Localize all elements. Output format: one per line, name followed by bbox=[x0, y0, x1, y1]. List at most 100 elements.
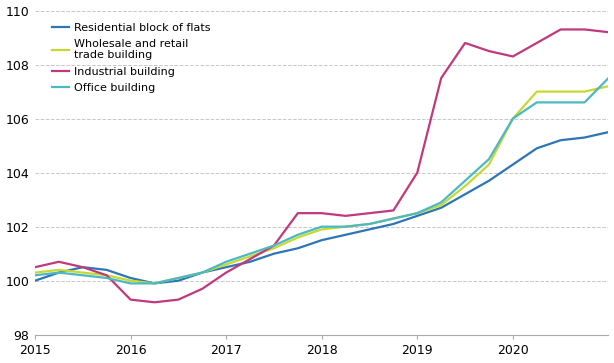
Wholesale and retail
trade building bbox=[581, 89, 588, 94]
Office building bbox=[557, 100, 564, 105]
Office building bbox=[461, 179, 468, 183]
Residential block of flats bbox=[270, 252, 278, 256]
Office building bbox=[127, 281, 134, 286]
Office building bbox=[581, 100, 588, 105]
Office building bbox=[485, 157, 492, 161]
Office building bbox=[198, 270, 206, 275]
Industrial building bbox=[270, 244, 278, 248]
Industrial building bbox=[174, 297, 182, 302]
Industrial building bbox=[605, 30, 612, 34]
Office building bbox=[533, 100, 540, 105]
Industrial building bbox=[533, 41, 540, 45]
Wholesale and retail
trade building bbox=[414, 211, 421, 215]
Wholesale and retail
trade building bbox=[605, 84, 612, 88]
Residential block of flats bbox=[533, 146, 540, 151]
Residential block of flats bbox=[79, 265, 87, 269]
Office building bbox=[31, 273, 39, 277]
Industrial building bbox=[31, 265, 39, 269]
Office building bbox=[222, 260, 230, 264]
Office building bbox=[318, 224, 325, 229]
Wholesale and retail
trade building bbox=[222, 262, 230, 267]
Wholesale and retail
trade building bbox=[366, 222, 373, 226]
Wholesale and retail
trade building bbox=[198, 270, 206, 275]
Residential block of flats bbox=[390, 222, 397, 226]
Office building bbox=[246, 252, 254, 256]
Residential block of flats bbox=[557, 138, 564, 142]
Wholesale and retail
trade building bbox=[79, 270, 87, 275]
Industrial building bbox=[461, 41, 468, 45]
Residential block of flats bbox=[509, 162, 516, 167]
Residential block of flats bbox=[414, 214, 421, 218]
Office building bbox=[438, 200, 445, 204]
Industrial building bbox=[366, 211, 373, 215]
Office building bbox=[390, 216, 397, 221]
Industrial building bbox=[79, 265, 87, 269]
Residential block of flats bbox=[485, 179, 492, 183]
Industrial building bbox=[485, 49, 492, 53]
Industrial building bbox=[246, 257, 254, 261]
Wholesale and retail
trade building bbox=[438, 203, 445, 207]
Wholesale and retail
trade building bbox=[55, 268, 63, 272]
Residential block of flats bbox=[581, 135, 588, 140]
Wholesale and retail
trade building bbox=[390, 216, 397, 221]
Office building bbox=[414, 211, 421, 215]
Residential block of flats bbox=[246, 260, 254, 264]
Wholesale and retail
trade building bbox=[342, 224, 349, 229]
Residential block of flats bbox=[366, 227, 373, 232]
Industrial building bbox=[581, 27, 588, 32]
Wholesale and retail
trade building bbox=[103, 273, 111, 277]
Line: Industrial building: Industrial building bbox=[35, 29, 614, 302]
Industrial building bbox=[198, 287, 206, 291]
Legend: Residential block of flats, Wholesale and retail
trade building, Industrial buil: Residential block of flats, Wholesale an… bbox=[52, 23, 211, 93]
Wholesale and retail
trade building bbox=[533, 89, 540, 94]
Wholesale and retail
trade building bbox=[485, 162, 492, 167]
Office building bbox=[174, 276, 182, 280]
Industrial building bbox=[222, 270, 230, 275]
Industrial building bbox=[342, 214, 349, 218]
Residential block of flats bbox=[605, 130, 612, 134]
Office building bbox=[103, 276, 111, 280]
Residential block of flats bbox=[151, 281, 158, 286]
Wholesale and retail
trade building bbox=[294, 235, 301, 240]
Residential block of flats bbox=[198, 270, 206, 275]
Office building bbox=[509, 117, 516, 121]
Residential block of flats bbox=[438, 205, 445, 210]
Line: Office building: Office building bbox=[35, 73, 614, 284]
Line: Residential block of flats: Residential block of flats bbox=[35, 113, 614, 284]
Wholesale and retail
trade building bbox=[151, 281, 158, 286]
Wholesale and retail
trade building bbox=[127, 278, 134, 283]
Residential block of flats bbox=[342, 233, 349, 237]
Industrial building bbox=[318, 211, 325, 215]
Residential block of flats bbox=[103, 268, 111, 272]
Wholesale and retail
trade building bbox=[270, 246, 278, 250]
Wholesale and retail
trade building bbox=[31, 270, 39, 275]
Industrial building bbox=[127, 297, 134, 302]
Office building bbox=[270, 244, 278, 248]
Residential block of flats bbox=[31, 278, 39, 283]
Residential block of flats bbox=[127, 276, 134, 280]
Office building bbox=[342, 224, 349, 229]
Residential block of flats bbox=[55, 270, 63, 275]
Industrial building bbox=[55, 260, 63, 264]
Office building bbox=[55, 270, 63, 275]
Industrial building bbox=[557, 27, 564, 32]
Industrial building bbox=[438, 76, 445, 80]
Wholesale and retail
trade building bbox=[557, 89, 564, 94]
Office building bbox=[294, 233, 301, 237]
Office building bbox=[605, 76, 612, 80]
Wholesale and retail
trade building bbox=[174, 276, 182, 280]
Industrial building bbox=[390, 208, 397, 213]
Residential block of flats bbox=[222, 265, 230, 269]
Line: Wholesale and retail
trade building: Wholesale and retail trade building bbox=[35, 62, 614, 284]
Industrial building bbox=[294, 211, 301, 215]
Wholesale and retail
trade building bbox=[246, 254, 254, 258]
Wholesale and retail
trade building bbox=[461, 184, 468, 188]
Office building bbox=[79, 273, 87, 277]
Office building bbox=[151, 281, 158, 286]
Wholesale and retail
trade building bbox=[318, 227, 325, 232]
Residential block of flats bbox=[318, 238, 325, 242]
Office building bbox=[366, 222, 373, 226]
Industrial building bbox=[151, 300, 158, 305]
Residential block of flats bbox=[461, 192, 468, 196]
Industrial building bbox=[509, 54, 516, 59]
